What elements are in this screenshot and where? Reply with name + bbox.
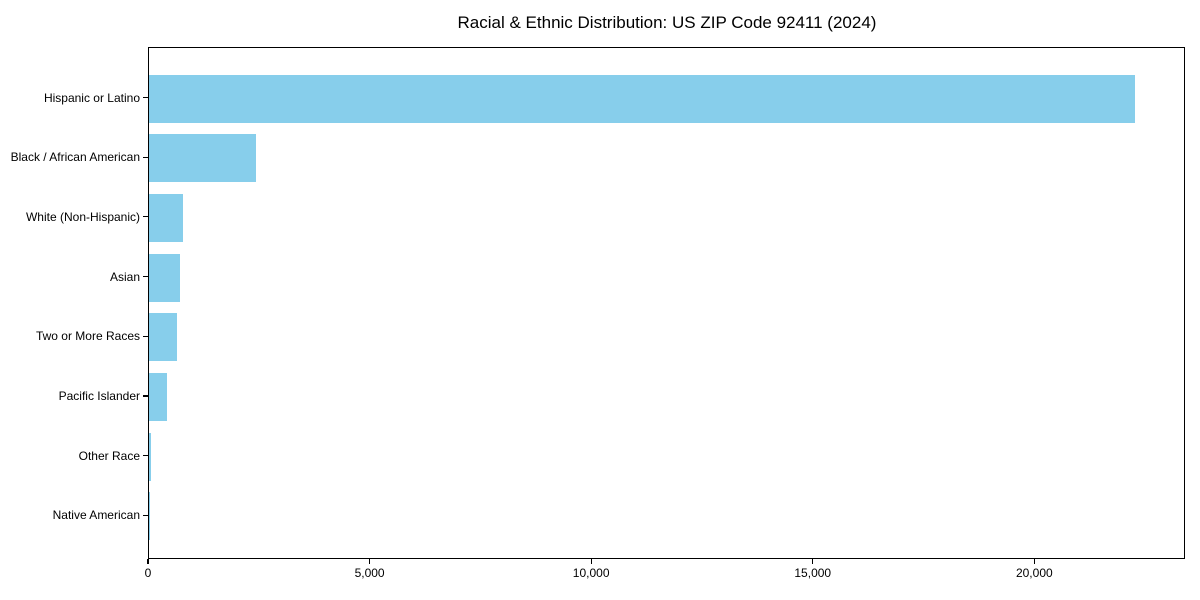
y-tick-mark (143, 156, 148, 158)
y-tick-label: Black / African American (10, 150, 140, 165)
x-tick-label: 15,000 (794, 566, 832, 580)
y-tick-label: Other Race (78, 448, 140, 463)
x-tick-mark (590, 559, 592, 564)
y-tick-label: Two or More Races (35, 329, 140, 344)
x-tick-label: 10,000 (572, 566, 610, 580)
x-tick-label: 0 (144, 566, 152, 580)
y-tick-mark (143, 96, 148, 99)
bar-hispanic-or-latino (149, 74, 1136, 123)
y-tick-label: Native American (52, 508, 140, 523)
plot-area (148, 47, 1185, 559)
y-tick-mark (143, 514, 148, 516)
y-tick-mark (143, 395, 148, 397)
x-tick-mark (147, 559, 149, 564)
y-tick-mark (143, 216, 148, 218)
y-tick-mark (143, 455, 148, 457)
x-tick-mark (812, 559, 814, 564)
y-tick-mark (143, 276, 148, 278)
x-tick-mark (1033, 559, 1035, 564)
bar-white-non-hispanic- (149, 193, 183, 242)
x-tick-label: 5,000 (354, 566, 385, 580)
x-tick-label: 20,000 (1015, 566, 1053, 580)
bar-other-race (149, 432, 151, 481)
bar-pacific-islander (149, 373, 167, 421)
bar-asian (149, 253, 181, 302)
y-tick-label: Pacific Islander (58, 389, 140, 403)
chart-title: Racial & Ethnic Distribution: US ZIP Cod… (457, 13, 877, 32)
y-tick-mark (143, 335, 148, 337)
bar-native-american (149, 492, 150, 541)
x-tick-mark (368, 559, 371, 564)
y-tick-label: Asian (109, 269, 140, 284)
bar-two-or-more-races (149, 313, 177, 362)
bar-black-african-american (149, 134, 256, 183)
y-tick-label: White (Non-Hispanic) (25, 209, 140, 224)
y-tick-label: Hispanic or Latino (43, 90, 140, 105)
